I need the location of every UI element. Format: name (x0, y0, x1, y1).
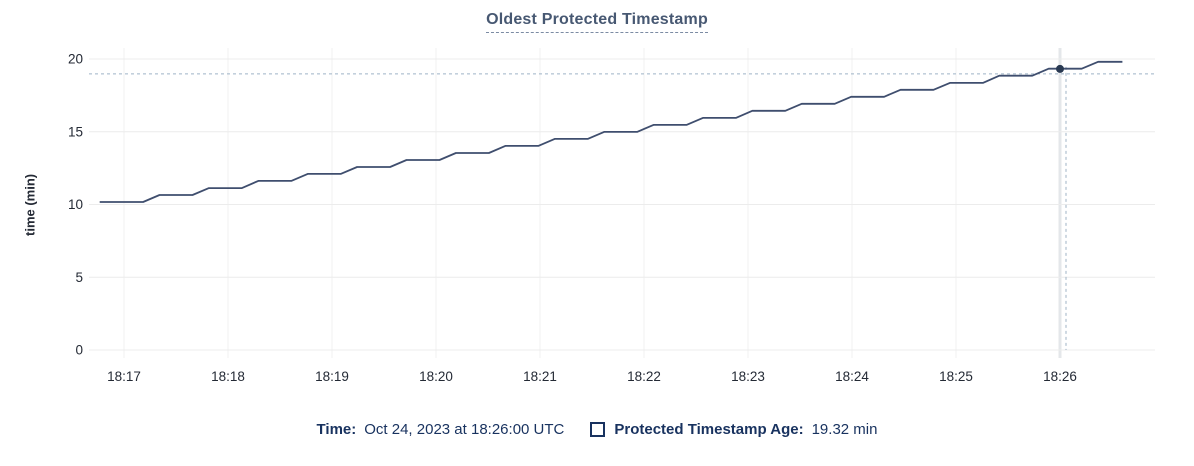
hover-series-value: 19.32 min (811, 421, 878, 438)
series-line (99, 60, 1123, 203)
x-tick-label: 18:21 (523, 369, 557, 384)
x-tick-label: 18:26 (1043, 369, 1077, 384)
hover-legend: Time: Oct 24, 2023 at 18:26:00 UTC Prote… (0, 421, 1194, 438)
y-tick-label: 20 (68, 52, 83, 67)
y-tick-label: 15 (68, 124, 83, 139)
x-tick-label: 18:22 (627, 369, 661, 384)
hover-time: Time: Oct 24, 2023 at 18:26:00 UTC (317, 421, 565, 438)
x-tick-label: 18:23 (731, 369, 765, 384)
x-tick-label: 18:20 (419, 369, 453, 384)
chart-title[interactable]: Oldest Protected Timestamp (486, 11, 708, 33)
x-tick-label: 18:17 (107, 369, 141, 384)
line-chart[interactable]: 18:17 18:18 18:19 18:20 18:21 18:22 18:23 18:24… (0, 0, 1194, 410)
hover-series-label: Protected Timestamp Age: (614, 421, 804, 438)
x-tick-label: 18:24 (835, 369, 869, 384)
hover-point (1056, 64, 1064, 73)
series-color-swatch (590, 422, 606, 437)
x-tick-label: 18:19 (315, 369, 349, 384)
hover-time-label: Time: (316, 421, 357, 438)
hover-time-value: Oct 24, 2023 at 18:26:00 UTC (364, 421, 565, 438)
y-tick-label: 10 (68, 197, 83, 212)
title-row: Oldest Protected Timestamp (0, 11, 1194, 33)
y-tick-label: 0 (75, 343, 83, 358)
y-tick-label: 5 (75, 270, 83, 285)
x-tick-label: 18:18 (211, 369, 245, 384)
x-tick-label: 18:25 (939, 369, 973, 384)
hover-series: Protected Timestamp Age: 19.32 min (590, 421, 877, 438)
